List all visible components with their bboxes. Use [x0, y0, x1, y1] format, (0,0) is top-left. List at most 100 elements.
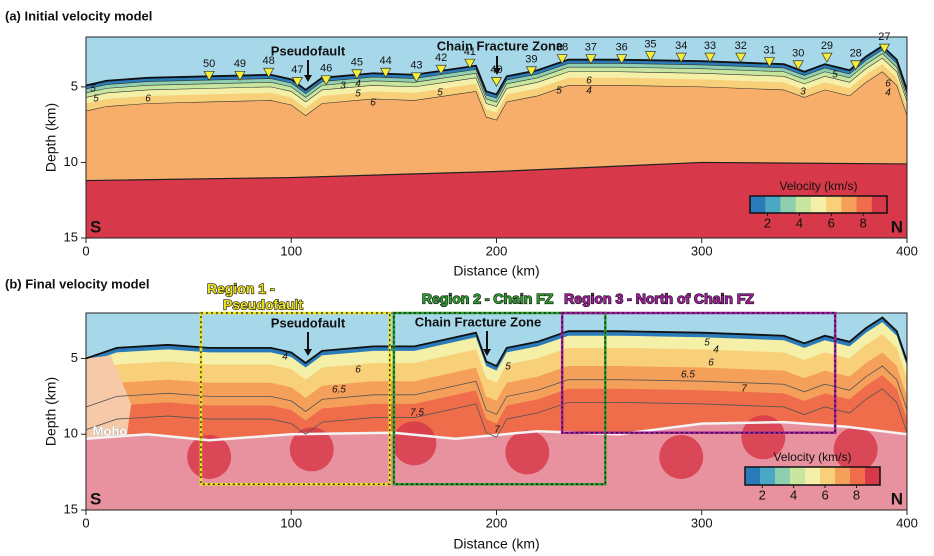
x-tick-label: 0	[82, 515, 89, 530]
contour-label: 7.5	[410, 408, 424, 419]
region-label: Region 1 -	[207, 281, 275, 297]
contour-label: 6.5	[681, 370, 695, 381]
annotation: Pseudofault	[271, 315, 346, 330]
station-label: 40	[490, 64, 502, 76]
contour-label: 4	[586, 86, 592, 97]
high-velocity	[392, 421, 437, 466]
colorbar-swatch	[765, 196, 781, 213]
colorbar-swatch	[841, 196, 858, 213]
end-label: S	[90, 217, 101, 236]
contour	[86, 365, 907, 416]
region-label: Region 2 - Chain FZ	[422, 291, 554, 307]
arrow-head	[304, 75, 312, 82]
contour-label: 5	[832, 70, 838, 81]
x-tick-label: 400	[896, 515, 918, 530]
contour-label: 6	[370, 98, 376, 109]
x-tick-label: 0	[82, 243, 89, 258]
station	[556, 54, 568, 65]
colorbar-swatch	[775, 467, 791, 485]
colorbar-tick-label: 6	[828, 215, 835, 230]
annotation: Pseudofault	[271, 43, 346, 58]
colorbar-swatch	[790, 467, 806, 485]
station	[464, 58, 476, 69]
annotation: Chain Fracture Zone	[415, 314, 541, 329]
x-tick-label: 400	[896, 243, 918, 258]
contour-label: 5	[704, 338, 710, 349]
annotation: Chain Fracture Zone	[437, 38, 563, 53]
station	[792, 60, 804, 71]
station-label: 35	[644, 39, 656, 51]
contour-label: 6	[885, 79, 891, 90]
station-label: 38	[556, 42, 568, 54]
colorbar-tick-label: 4	[790, 487, 797, 502]
x-tick-label: 200	[486, 515, 508, 530]
contour	[86, 57, 907, 107]
high-velocity	[505, 430, 550, 475]
colorbar-tick-label: 4	[796, 215, 803, 230]
y-tick-label: 10	[64, 154, 78, 169]
x-tick-label: 100	[280, 515, 302, 530]
station	[585, 54, 597, 65]
colorbar-label: Velocity (km/s)	[779, 179, 857, 193]
seafloor	[86, 316, 907, 368]
station-label: 49	[234, 58, 246, 70]
station	[763, 57, 776, 68]
station	[320, 75, 332, 86]
end-label: N	[891, 489, 903, 508]
region-box-dots	[561, 312, 836, 434]
colorbar-tick-label: 2	[764, 215, 771, 230]
colorbar-swatch	[760, 467, 776, 485]
contour-label: 5	[437, 88, 443, 99]
station	[234, 70, 246, 82]
station-label: 42	[435, 52, 447, 64]
mantle	[86, 162, 907, 238]
colorbar-swatch	[871, 196, 888, 213]
contour-label: 5	[505, 362, 511, 373]
x-tick-label: 200	[486, 243, 508, 258]
high-velocity	[741, 415, 786, 460]
high-velocity	[187, 434, 232, 479]
station-label: 44	[380, 55, 392, 67]
colorbar-swatch	[856, 196, 873, 213]
y-axis-label: Depth (km)	[43, 377, 59, 446]
x-tick-label: 300	[691, 515, 713, 530]
colorbar-swatch	[810, 196, 827, 213]
y-tick-label: 5	[71, 78, 78, 93]
contour-label: 3	[800, 87, 806, 98]
contour-label: 4	[355, 79, 361, 90]
station	[263, 67, 275, 78]
contour	[86, 53, 907, 103]
contour-label: 5	[90, 84, 96, 95]
station	[525, 66, 537, 77]
contour	[86, 388, 907, 438]
station	[878, 43, 891, 54]
station-label: 33	[704, 40, 716, 52]
colorbar-frame	[749, 195, 888, 214]
high-velocity	[833, 427, 878, 472]
station	[291, 76, 304, 88]
y-axis-label: Depth (km)	[43, 103, 59, 172]
station	[850, 60, 862, 71]
colorbar-swatch	[745, 467, 761, 485]
station-label: 31	[763, 45, 775, 57]
colorbar-swatch	[835, 467, 851, 485]
moho-line	[86, 161, 907, 182]
station-label: 41	[464, 46, 476, 58]
station	[490, 76, 503, 88]
station-label: 48	[263, 55, 275, 67]
colorbar-label: Velocity (km/s)	[773, 450, 851, 464]
contour	[86, 71, 907, 121]
panel-title: (a) Initial velocity model	[5, 8, 152, 23]
station-label: 39	[525, 54, 537, 66]
y-tick-label: 10	[64, 426, 78, 441]
colorbar-tick-label: 2	[759, 487, 766, 502]
contour-label: 4	[713, 345, 719, 356]
region-label: Pseudofault	[223, 297, 303, 313]
region-label: Region 3 - North of Chain FZ	[564, 291, 754, 307]
contour-label: 6.5	[332, 385, 346, 396]
contour-label: 5	[355, 89, 361, 100]
arrow-head	[493, 68, 501, 75]
contour-label: 4	[282, 352, 288, 363]
contour-label: 5	[93, 94, 99, 105]
